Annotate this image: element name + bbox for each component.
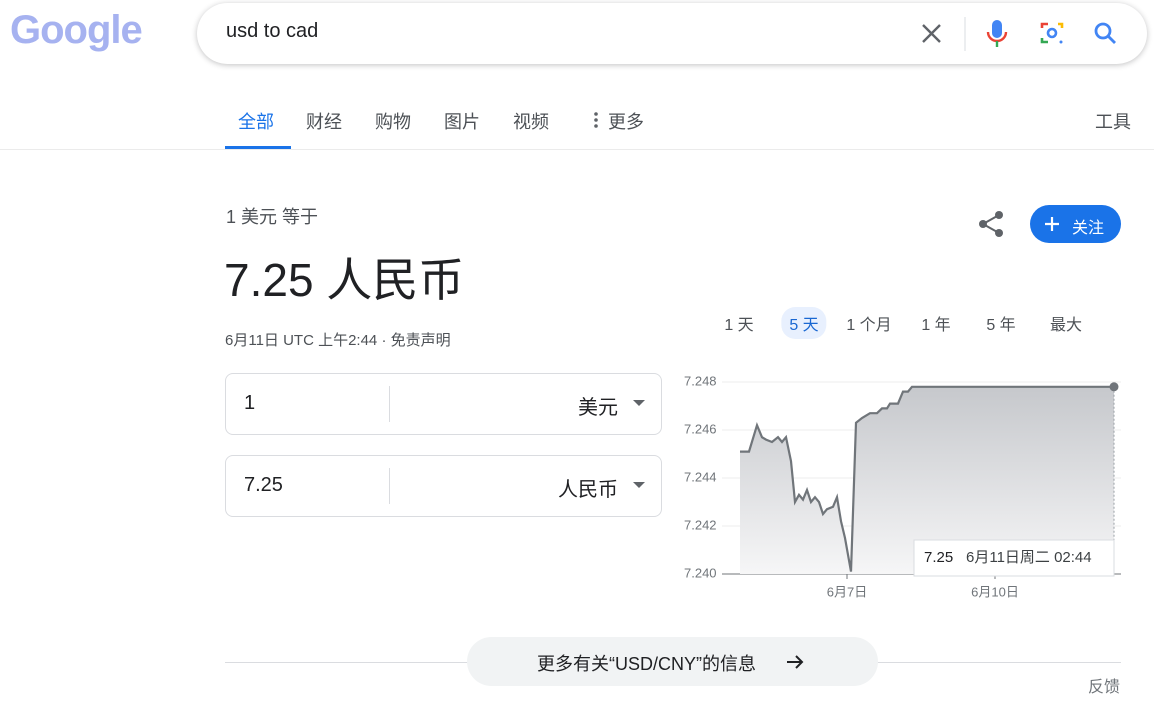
follow-button[interactable]: 关注 <box>1030 205 1121 243</box>
x-tick-label: 6月10日 <box>971 584 1019 599</box>
hover-point <box>1109 382 1119 392</box>
tab[interactable]: 全部 <box>238 112 274 132</box>
range-option[interactable]: 1 天 <box>724 317 754 334</box>
more-info-button[interactable]: 更多有关“USD/CNY”的信息 <box>467 637 878 686</box>
y-tick-label: 7.240 <box>684 565 717 580</box>
more-info-label: 更多有关“USD/CNY”的信息 <box>537 654 756 674</box>
converter-row: 7.25 人民币 <box>225 455 662 517</box>
lens-button[interactable] <box>1040 22 1064 44</box>
y-tick-label: 7.246 <box>684 421 717 436</box>
more-icon <box>594 112 598 128</box>
share-button[interactable] <box>977 209 1007 239</box>
range-option[interactable]: 5 年 <box>986 317 1016 334</box>
y-tick-label: 7.242 <box>684 517 717 532</box>
conversion-result: 7.25 人民币 <box>224 254 465 306</box>
currency-select[interactable]: 美元 <box>578 397 618 419</box>
clear-button[interactable] <box>922 24 941 43</box>
feedback-link[interactable]: 反馈 <box>1088 679 1121 696</box>
plus-icon <box>1045 217 1059 231</box>
tooltip <box>913 539 1115 577</box>
x-tick-label: 6月7日 <box>827 584 867 599</box>
tab[interactable]: 视频 <box>513 112 549 132</box>
tab[interactable]: 图片 <box>444 112 480 132</box>
tools-button[interactable]: 工具 <box>1095 112 1131 132</box>
voice-button[interactable] <box>986 20 1008 47</box>
y-tick-label: 7.248 <box>684 373 717 388</box>
tab[interactable]: 财经 <box>306 112 342 132</box>
area-fill <box>740 386 1114 574</box>
range-option[interactable]: 5 天 <box>781 307 827 339</box>
range-option[interactable]: 最大 <box>1049 317 1083 334</box>
timestamp: 6月11日 UTC 上午2:44 · 免责声明 <box>225 332 451 349</box>
converter-row: 1 美元 <box>225 373 662 435</box>
y-tick-label: 7.244 <box>684 469 717 484</box>
conversion-heading: 1 美元 等于 <box>226 207 319 227</box>
currency-select[interactable]: 人民币 <box>558 479 618 501</box>
arrow-icon <box>787 655 804 669</box>
tooltip-time: 6月11日周二 02:44 <box>966 549 1092 566</box>
dropdown-caret[interactable] <box>633 482 645 488</box>
tab-divider <box>0 149 1154 150</box>
search-button[interactable] <box>1094 22 1116 44</box>
tab[interactable]: 更多 <box>608 112 644 132</box>
dropdown-caret[interactable] <box>633 400 645 406</box>
follow-label: 关注 <box>1072 220 1105 237</box>
range-option[interactable]: 1 个月 <box>846 317 892 334</box>
amount-input[interactable]: 7.25 <box>244 474 283 496</box>
divider <box>389 386 390 422</box>
logo[interactable]: Google <box>10 8 143 52</box>
price-line <box>740 385 1114 572</box>
range-option[interactable]: 1 年 <box>921 317 951 334</box>
active-tab-indicator <box>225 146 291 149</box>
amount-input[interactable]: 1 <box>244 392 256 414</box>
tab[interactable]: 购物 <box>375 112 411 132</box>
tooltip-value: 7.25 <box>924 549 953 566</box>
divider <box>389 468 390 504</box>
search-query[interactable]: usd to cad <box>226 20 319 42</box>
search-icons <box>922 17 1116 51</box>
